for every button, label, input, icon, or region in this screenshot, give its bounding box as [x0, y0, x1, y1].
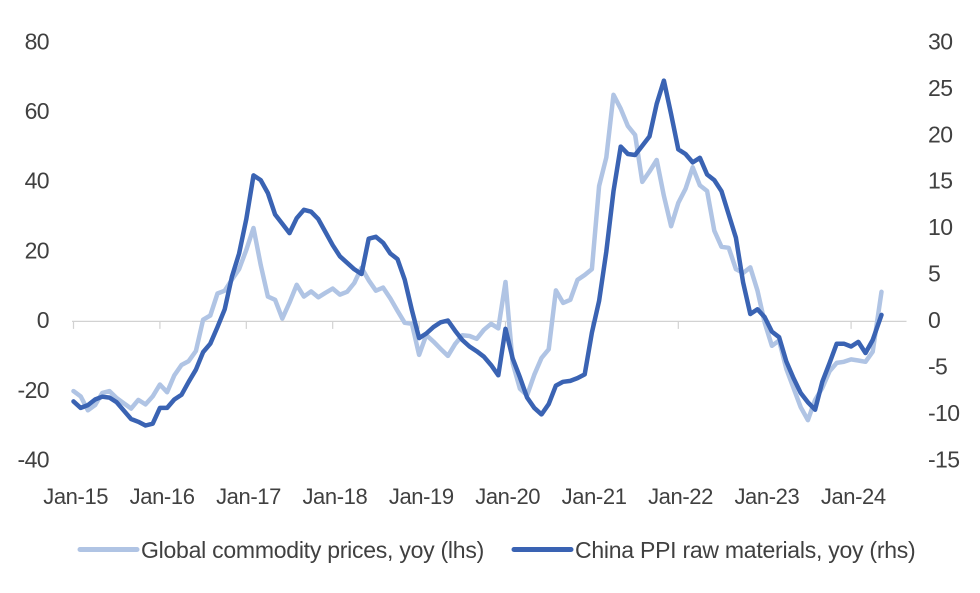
svg-text:Jan-24: Jan-24	[821, 484, 886, 509]
svg-text:Jan-18: Jan-18	[302, 484, 367, 509]
svg-text:-20: -20	[18, 377, 49, 403]
svg-text:-15: -15	[928, 447, 959, 473]
svg-text:15: 15	[928, 168, 952, 194]
svg-text:Jan-17: Jan-17	[216, 484, 281, 509]
svg-text:0: 0	[37, 307, 49, 333]
svg-text:Jan-16: Jan-16	[130, 484, 195, 509]
svg-text:20: 20	[25, 238, 49, 264]
svg-text:-10: -10	[928, 400, 959, 426]
svg-text:25: 25	[928, 75, 952, 101]
svg-text:Jan-15: Jan-15	[43, 484, 108, 509]
svg-text:Jan-23: Jan-23	[734, 484, 799, 509]
svg-text:Jan-20: Jan-20	[475, 484, 540, 509]
svg-text:Global commodity prices, yoy (: Global commodity prices, yoy (lhs)	[141, 537, 484, 563]
svg-text:60: 60	[25, 98, 49, 124]
svg-text:20: 20	[928, 121, 952, 147]
svg-text:40: 40	[25, 168, 49, 194]
svg-text:Jan-21: Jan-21	[562, 484, 627, 509]
svg-text:80: 80	[25, 28, 49, 54]
svg-text:5: 5	[928, 261, 940, 287]
svg-text:0: 0	[928, 307, 940, 333]
svg-text:-5: -5	[928, 354, 947, 380]
svg-text:10: 10	[928, 214, 952, 240]
svg-text:Jan-22: Jan-22	[648, 484, 713, 509]
svg-text:China PPI raw materials, yoy (: China PPI raw materials, yoy (rhs)	[575, 537, 915, 563]
svg-text:-40: -40	[18, 447, 49, 473]
svg-text:Jan-19: Jan-19	[389, 484, 454, 509]
svg-text:30: 30	[928, 28, 952, 54]
